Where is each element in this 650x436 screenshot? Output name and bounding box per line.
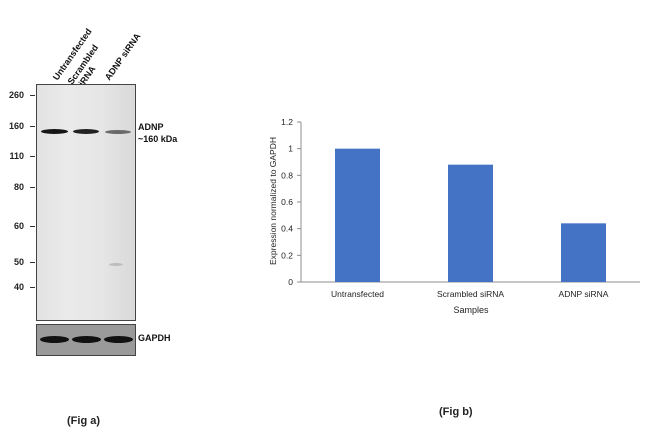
mw-tick xyxy=(30,187,35,188)
y-tick-label: 1.2 xyxy=(281,117,293,127)
y-tick-label: 0 xyxy=(288,277,293,287)
mw-marker-260: 260 xyxy=(8,90,24,100)
bars xyxy=(335,148,606,282)
mw-marker-80: 80 xyxy=(13,182,24,192)
blot-membrane-adnp xyxy=(36,84,136,321)
bar-scrambled-sirna xyxy=(448,164,493,282)
target-label: ADNP xyxy=(138,122,164,132)
mw-tick xyxy=(30,262,35,263)
x-tick-label: ADNP siRNA xyxy=(559,289,609,299)
bar-untransfected xyxy=(335,148,380,282)
mw-marker-40: 40 xyxy=(13,282,24,292)
y-tick-label: 0.6 xyxy=(281,197,293,207)
mw-tick xyxy=(30,156,35,157)
y-tick-label: 0.2 xyxy=(281,250,293,260)
x-axis-title: Samples xyxy=(453,305,489,315)
y-tick-label: 1 xyxy=(288,144,293,154)
band-untransfected-gapdh xyxy=(40,336,69,343)
band-adnp-sirna-gapdh xyxy=(104,336,133,343)
mw-tick xyxy=(30,226,35,227)
target-size-label: ~160 kDa xyxy=(138,134,178,144)
band-scrambled-gapdh xyxy=(72,336,101,343)
mw-tick xyxy=(30,95,35,96)
y-tick-label: 0.8 xyxy=(281,170,293,180)
mw-marker-160: 160 xyxy=(8,121,24,131)
fig-a-caption: (Fig a) xyxy=(67,415,100,427)
mw-marker-50: 50 xyxy=(13,257,24,267)
y-tick-labels: 0 0.2 0.4 0.6 0.8 1 1.2 xyxy=(281,117,301,287)
x-tick-labels: Untransfected Scrambled siRNA ADNP siRNA xyxy=(331,289,609,299)
x-tick-label: Scrambled siRNA xyxy=(437,289,504,299)
mw-tick xyxy=(30,287,35,288)
band-scrambled-adnp xyxy=(73,129,99,134)
loading-control-label: GAPDH xyxy=(138,333,171,343)
band-untransfected-adnp xyxy=(41,129,68,134)
x-tick-label: Untransfected xyxy=(331,289,384,299)
band-adnp-sirna-adnp xyxy=(105,130,131,134)
fig-b-caption: (Fig b) xyxy=(439,406,473,418)
bar-adnp-sirna xyxy=(561,223,606,282)
mw-tick xyxy=(30,126,35,127)
y-axis-title: Expression normalized to GAPDH xyxy=(268,137,278,265)
y-tick-label: 0.4 xyxy=(281,224,293,234)
mw-marker-60: 60 xyxy=(13,221,24,231)
mw-marker-110: 110 xyxy=(9,151,24,161)
blot-membrane-gapdh xyxy=(36,324,136,356)
band-faint-smear xyxy=(109,263,123,266)
